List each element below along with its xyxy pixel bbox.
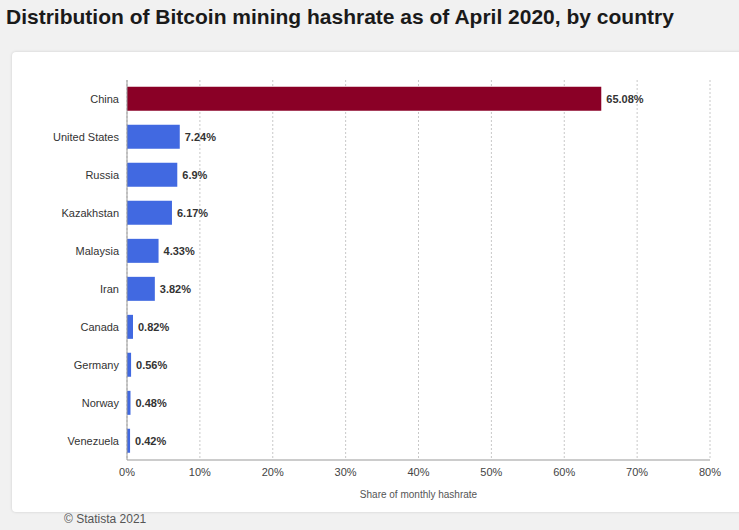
svg-text:60%: 60% [553,466,575,478]
svg-text:4.33%: 4.33% [164,245,195,257]
svg-text:Germany: Germany [74,359,120,371]
svg-text:0.42%: 0.42% [135,435,166,447]
svg-text:0.82%: 0.82% [138,321,169,333]
svg-text:6.17%: 6.17% [177,207,208,219]
svg-text:Kazakhstan: Kazakhstan [62,207,119,219]
svg-text:10%: 10% [189,466,211,478]
svg-text:0.56%: 0.56% [136,359,167,371]
svg-text:20%: 20% [262,466,284,478]
svg-text:0.48%: 0.48% [135,397,166,409]
html-text:© Statista 2021: © Statista 2021 [64,512,147,526]
svg-text:United States: United States [53,131,120,143]
svg-text:Canada: Canada [80,321,119,333]
svg-text:65.08%: 65.08% [606,93,644,105]
svg-text:70%: 70% [626,466,648,478]
svg-text:7.24%: 7.24% [185,131,216,143]
svg-text:Malaysia: Malaysia [76,245,120,257]
svg-text:Iran: Iran [100,283,119,295]
svg-text:Norway: Norway [82,397,120,409]
html-text:Distribution of Bitcoin mining: Distribution of Bitcoin mining hashrate … [6,5,674,28]
svg-text:Russia: Russia [85,169,120,181]
svg-text:Share of monthly hashrate: Share of monthly hashrate [360,489,478,500]
svg-text:China: China [90,93,120,105]
svg-text:30%: 30% [335,466,357,478]
svg-text:3.82%: 3.82% [160,283,191,295]
svg-text:Venezuela: Venezuela [68,435,120,447]
svg-text:80%: 80% [699,466,721,478]
svg-text:6.9%: 6.9% [182,169,207,181]
svg-text:50%: 50% [480,466,502,478]
svg-text:0%: 0% [119,466,135,478]
svg-text:40%: 40% [407,466,429,478]
